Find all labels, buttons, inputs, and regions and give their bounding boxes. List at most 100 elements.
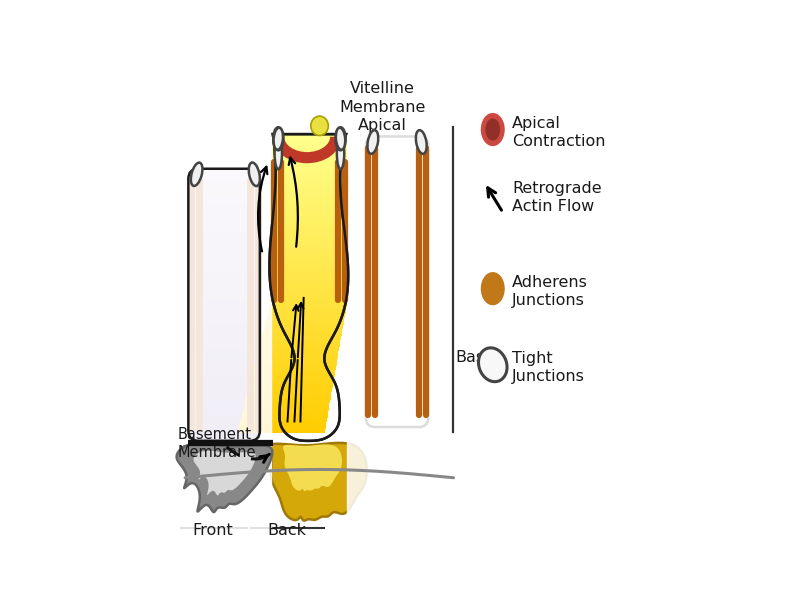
FancyBboxPatch shape	[240, 420, 326, 425]
FancyBboxPatch shape	[189, 223, 259, 229]
FancyBboxPatch shape	[271, 238, 347, 243]
Ellipse shape	[336, 127, 346, 150]
FancyBboxPatch shape	[271, 231, 347, 236]
FancyBboxPatch shape	[263, 328, 343, 332]
FancyBboxPatch shape	[271, 276, 347, 280]
Ellipse shape	[248, 162, 260, 186]
FancyBboxPatch shape	[189, 391, 259, 397]
FancyBboxPatch shape	[189, 364, 259, 369]
FancyBboxPatch shape	[189, 246, 259, 252]
FancyBboxPatch shape	[256, 357, 337, 362]
FancyBboxPatch shape	[189, 205, 259, 210]
FancyBboxPatch shape	[189, 296, 259, 301]
FancyBboxPatch shape	[250, 380, 333, 385]
FancyBboxPatch shape	[189, 196, 259, 201]
FancyBboxPatch shape	[189, 300, 259, 305]
FancyBboxPatch shape	[189, 409, 259, 415]
FancyBboxPatch shape	[189, 309, 259, 315]
FancyBboxPatch shape	[189, 201, 259, 206]
FancyBboxPatch shape	[189, 355, 259, 360]
FancyBboxPatch shape	[189, 259, 259, 265]
FancyBboxPatch shape	[271, 138, 347, 143]
FancyBboxPatch shape	[271, 205, 347, 210]
FancyBboxPatch shape	[189, 250, 259, 256]
FancyBboxPatch shape	[259, 346, 339, 351]
FancyBboxPatch shape	[252, 372, 335, 377]
FancyBboxPatch shape	[189, 264, 259, 270]
Ellipse shape	[191, 162, 203, 186]
FancyBboxPatch shape	[189, 346, 259, 351]
FancyBboxPatch shape	[189, 232, 259, 238]
FancyBboxPatch shape	[189, 382, 259, 388]
Text: Front: Front	[193, 523, 233, 538]
Text: Contraction: Contraction	[512, 134, 606, 149]
FancyBboxPatch shape	[189, 287, 259, 292]
FancyBboxPatch shape	[260, 343, 340, 347]
FancyBboxPatch shape	[189, 219, 259, 224]
FancyBboxPatch shape	[189, 395, 259, 401]
FancyBboxPatch shape	[271, 227, 347, 232]
Text: Adherens: Adherens	[512, 275, 588, 290]
FancyBboxPatch shape	[271, 164, 347, 169]
Polygon shape	[269, 443, 367, 521]
FancyBboxPatch shape	[271, 249, 347, 255]
FancyBboxPatch shape	[248, 387, 332, 392]
FancyBboxPatch shape	[271, 149, 347, 154]
FancyBboxPatch shape	[267, 313, 345, 317]
FancyBboxPatch shape	[189, 228, 259, 233]
Text: Junctions: Junctions	[512, 370, 585, 385]
Text: Membrane: Membrane	[339, 99, 425, 114]
FancyBboxPatch shape	[241, 413, 328, 418]
FancyBboxPatch shape	[255, 361, 336, 366]
FancyBboxPatch shape	[189, 178, 259, 183]
FancyBboxPatch shape	[271, 257, 347, 262]
FancyBboxPatch shape	[189, 377, 259, 383]
FancyBboxPatch shape	[258, 350, 339, 355]
FancyBboxPatch shape	[241, 417, 327, 422]
FancyBboxPatch shape	[271, 141, 347, 147]
FancyBboxPatch shape	[271, 235, 347, 240]
FancyBboxPatch shape	[248, 391, 332, 396]
FancyBboxPatch shape	[271, 153, 347, 158]
FancyBboxPatch shape	[189, 423, 259, 428]
FancyBboxPatch shape	[271, 179, 347, 184]
FancyBboxPatch shape	[271, 208, 347, 214]
FancyBboxPatch shape	[266, 316, 344, 322]
Text: Vitelline: Vitelline	[350, 81, 414, 96]
FancyBboxPatch shape	[271, 223, 347, 228]
FancyBboxPatch shape	[243, 409, 329, 415]
Text: Actin Flow: Actin Flow	[512, 199, 594, 214]
FancyBboxPatch shape	[271, 279, 347, 285]
Text: Tight: Tight	[512, 351, 553, 366]
FancyBboxPatch shape	[189, 427, 259, 432]
FancyBboxPatch shape	[189, 192, 259, 197]
FancyBboxPatch shape	[189, 255, 259, 261]
FancyBboxPatch shape	[266, 320, 343, 325]
FancyBboxPatch shape	[189, 359, 259, 365]
Text: Back: Back	[267, 523, 306, 538]
FancyBboxPatch shape	[189, 368, 259, 374]
FancyBboxPatch shape	[271, 216, 347, 221]
FancyBboxPatch shape	[189, 268, 259, 274]
FancyBboxPatch shape	[246, 395, 331, 400]
FancyBboxPatch shape	[253, 368, 336, 374]
Ellipse shape	[479, 348, 507, 382]
FancyBboxPatch shape	[271, 201, 347, 206]
FancyBboxPatch shape	[271, 220, 347, 225]
FancyBboxPatch shape	[271, 197, 347, 202]
Text: Retrograde: Retrograde	[512, 181, 602, 196]
FancyBboxPatch shape	[271, 183, 347, 187]
FancyBboxPatch shape	[265, 324, 343, 329]
FancyBboxPatch shape	[237, 428, 325, 433]
FancyBboxPatch shape	[271, 212, 347, 217]
Ellipse shape	[337, 138, 344, 169]
FancyBboxPatch shape	[270, 305, 346, 310]
Ellipse shape	[276, 148, 281, 168]
FancyBboxPatch shape	[271, 171, 347, 177]
FancyBboxPatch shape	[245, 398, 330, 403]
Polygon shape	[283, 444, 342, 491]
FancyBboxPatch shape	[271, 186, 347, 191]
FancyBboxPatch shape	[189, 436, 259, 442]
FancyBboxPatch shape	[271, 193, 347, 199]
FancyBboxPatch shape	[271, 134, 347, 139]
